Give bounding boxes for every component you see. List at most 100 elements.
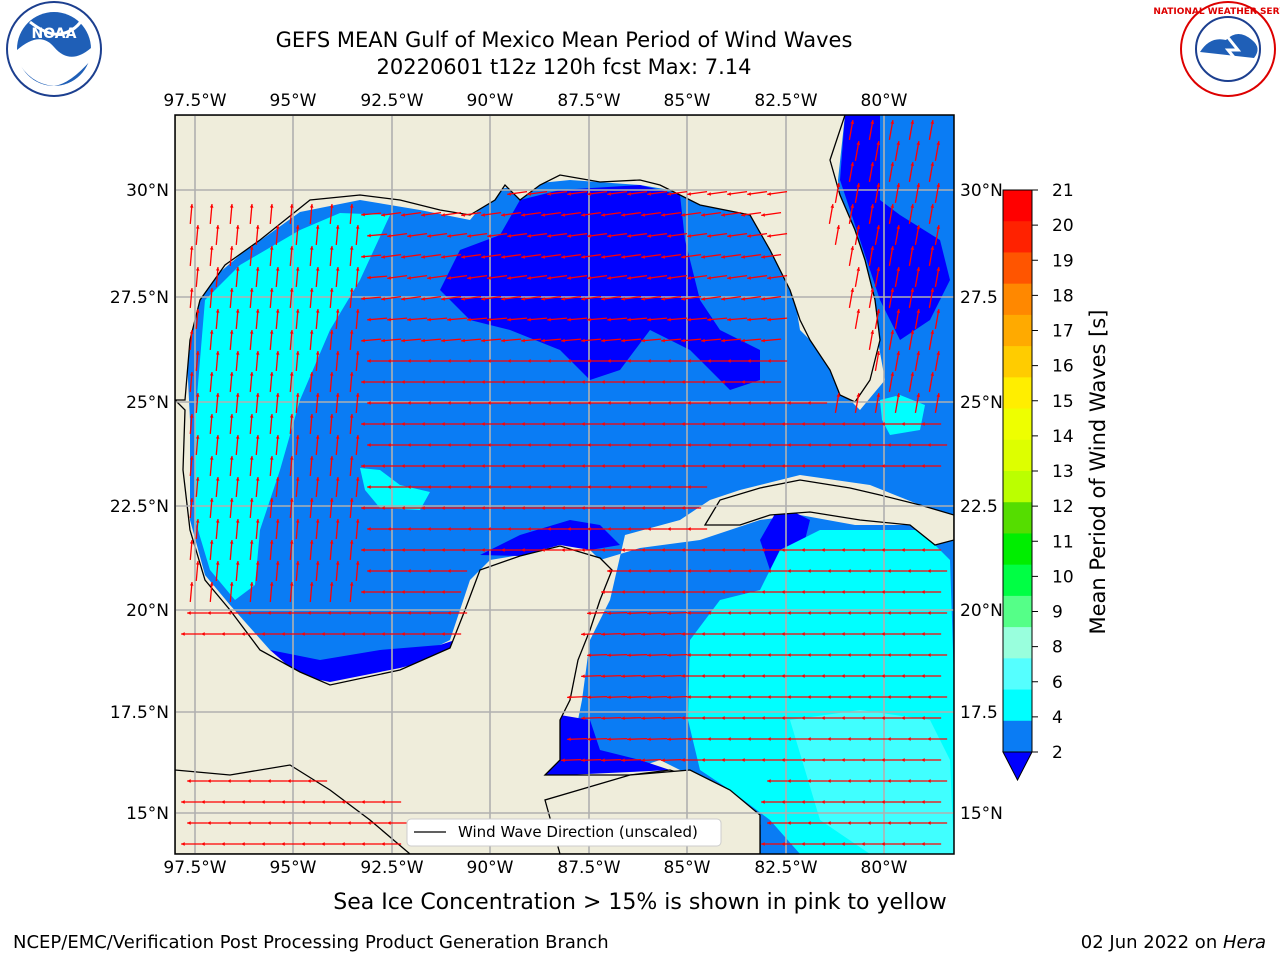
wave-arrow-head	[910, 120, 915, 124]
wave-arrow-head	[881, 548, 885, 552]
wave-arrow-head	[876, 141, 881, 145]
wave-arrow-head	[209, 498, 214, 502]
wave-arrow-head	[581, 422, 585, 426]
wave-arrow-head	[527, 401, 531, 405]
wave-arrow-head	[209, 372, 214, 376]
wave-arrow-head	[836, 225, 841, 229]
wave-arrow-head	[401, 297, 406, 301]
wave-arrow-head	[667, 317, 671, 322]
wave-arrow-head	[335, 519, 340, 523]
wave-arrow-head	[847, 653, 851, 657]
wave-arrow-head	[807, 443, 811, 447]
wave-arrow-head	[747, 653, 751, 657]
wave-arrow-head	[687, 695, 691, 699]
colorbar-tick-label: 15	[1052, 392, 1074, 412]
wave-arrow-head	[896, 351, 901, 355]
wave-arrow-head	[701, 632, 705, 636]
wave-arrow-head	[381, 464, 385, 468]
wave-arrow-head	[767, 276, 772, 280]
wave-arrow-head	[921, 800, 925, 804]
wave-arrow-head	[936, 351, 941, 355]
wave-arrow-head	[269, 414, 274, 418]
wave-arrow-head	[467, 234, 472, 238]
wave-arrow-head	[607, 401, 611, 405]
colorbar: 21 20 19 18 17 16 15 14 13 12 11 10 9 8 6 4 2	[1002, 181, 1074, 782]
wave-arrow-head	[309, 414, 314, 418]
wave-arrow-head	[547, 401, 551, 405]
lat-tick-label: 27.5°N	[110, 288, 169, 308]
wave-arrow-head	[507, 234, 512, 238]
wave-arrow-head	[467, 401, 471, 405]
wave-arrow-head	[249, 456, 254, 460]
wave-arrow-head	[229, 456, 234, 460]
wave-arrow-head	[747, 443, 751, 447]
wave-arrow-head	[927, 653, 931, 657]
wave-arrow-head	[567, 443, 571, 447]
wave-arrow-head	[229, 288, 234, 292]
wave-arrow-head	[767, 192, 772, 196]
wave-arrow-head	[329, 414, 334, 418]
wave-arrow-head	[355, 309, 360, 313]
wave-arrow-head	[461, 297, 466, 301]
wave-arrow-head	[229, 330, 234, 334]
wave-arrow-head	[781, 548, 785, 552]
wave-arrow-head	[209, 246, 214, 250]
wave-arrow-head	[235, 519, 240, 523]
wave-arrow-head	[235, 561, 240, 565]
colorbar-segment	[1003, 346, 1032, 378]
wave-arrow-head	[401, 632, 405, 636]
wave-arrow-head	[381, 800, 385, 804]
wave-arrow-head	[761, 464, 765, 468]
wave-arrow-head	[687, 192, 692, 196]
wave-arrow-head	[681, 213, 686, 217]
wave-arrow-head	[707, 653, 711, 657]
wave-arrow-head	[421, 255, 426, 259]
wave-arrow-head	[381, 297, 386, 301]
wave-arrow-head	[641, 590, 645, 594]
wave-arrow-head	[827, 443, 831, 447]
wave-arrow-head	[315, 435, 320, 439]
wave-arrow-head	[747, 359, 751, 363]
wave-arrow-head	[361, 338, 365, 343]
wave-arrow-head	[761, 255, 766, 259]
wave-arrow-head	[621, 716, 625, 721]
wave-arrow-head	[461, 255, 466, 259]
wave-arrow-head	[427, 359, 431, 363]
wave-arrow-head	[881, 800, 885, 804]
wave-arrow-head	[761, 842, 765, 846]
wave-arrow-head	[229, 498, 234, 502]
wave-arrow-head	[647, 737, 651, 742]
wave-arrow-head	[255, 267, 260, 271]
lat-tick-label: 25°N	[960, 393, 1003, 413]
colorbar-tick-label: 14	[1052, 427, 1074, 447]
wave-arrow-head	[349, 288, 354, 292]
wave-arrow-head	[741, 422, 745, 426]
wave-arrow-head	[801, 632, 805, 636]
wave-arrow-head	[501, 297, 506, 301]
wave-arrow-head	[355, 561, 360, 565]
wave-arrow-head	[870, 246, 875, 250]
wave-arrow-head	[787, 443, 791, 447]
footer-credit: NCEP/EMC/Verification Post Processing Pr…	[13, 932, 609, 953]
wave-arrow-head	[387, 611, 391, 615]
lat-tick-label: 15°N	[960, 804, 1003, 824]
wave-arrow-head	[295, 309, 300, 313]
wave-arrow-head	[861, 842, 865, 846]
wave-arrow-head	[387, 569, 391, 573]
wave-arrow-head	[707, 737, 711, 741]
wave-arrow-head	[727, 192, 732, 196]
wave-arrow-head	[421, 548, 425, 552]
wave-arrow-head	[781, 758, 785, 762]
wave-arrow-head	[787, 611, 791, 615]
wave-arrow-head	[387, 276, 392, 280]
wave-arrow-head	[527, 485, 531, 489]
wave-arrow-head	[467, 485, 471, 489]
wave-arrow-head	[787, 779, 791, 783]
low-period-region	[270, 640, 455, 682]
wave-arrow-head	[387, 485, 391, 489]
wave-arrow-head	[601, 506, 605, 510]
colorbar-segment	[1003, 439, 1032, 472]
wave-arrow-head	[421, 506, 425, 510]
wave-arrow-head	[255, 561, 260, 565]
wave-arrow-head	[407, 485, 411, 489]
